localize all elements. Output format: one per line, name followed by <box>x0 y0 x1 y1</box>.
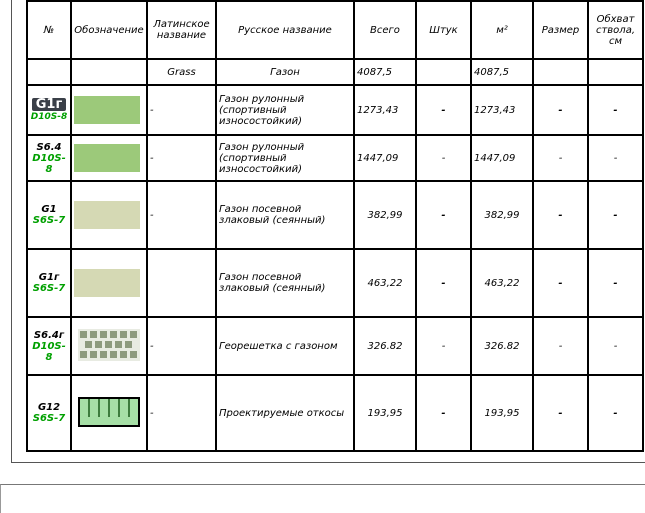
group-latin: Grass <box>146 58 217 86</box>
row-size: - <box>532 84 589 136</box>
group-row: Grass Газон 4087,5 4087,5 <box>26 58 644 86</box>
row-latin: - <box>146 316 217 376</box>
col-russian-header: Русское название <box>215 0 355 60</box>
row-girth: - <box>587 248 644 318</box>
row-girth: - <box>587 374 644 452</box>
row-size: - <box>532 248 589 318</box>
col-num-header: № <box>26 0 72 60</box>
row-code: G1 <box>41 204 57 215</box>
col-pcs-header: Штук <box>415 0 472 60</box>
row-girth: - <box>587 134 644 182</box>
slope-swatch <box>78 396 140 427</box>
code-tag-overlay: G1г <box>31 97 67 111</box>
col-designation-header: Обозначение <box>70 0 148 60</box>
row-russian: Проектируемые откосы <box>215 374 355 452</box>
row-size: - <box>532 316 589 376</box>
table-row: G1г D10S-8 - Газон рулонный (спортивный … <box>26 84 644 136</box>
row-code-cell: G1г S6S-7 <box>26 248 72 318</box>
row-m2: 193,95 <box>470 374 534 452</box>
row-pcs: - <box>415 180 472 250</box>
row-code: G12 <box>37 402 61 413</box>
row-latin: - <box>146 84 217 136</box>
row-russian: Георешетка с газоном <box>215 316 355 376</box>
group-total: 4087,5 <box>353 58 417 86</box>
table-row: G12 S6S-7 - Проектируемые откосы 193,95 … <box>26 374 644 452</box>
row-russian: Газон посевной злаковый (сеянный) <box>215 248 355 318</box>
row-m2: 382,99 <box>470 180 534 250</box>
geogrid-swatch <box>78 328 140 361</box>
row-pcs: - <box>415 316 472 376</box>
row-size: - <box>532 134 589 182</box>
bottom-panel <box>0 484 645 513</box>
lawn-beige-swatch <box>74 269 140 297</box>
row-subcode: D10S-8 <box>32 340 66 363</box>
row-code: S6.4г <box>33 329 65 341</box>
col-total-header: Всего <box>353 0 417 60</box>
row-pcs: - <box>415 134 472 182</box>
row-size: - <box>532 374 589 452</box>
table-row: G1г S6S-7 Газон посевной злаковый (сеянн… <box>26 248 644 318</box>
row-code-cell: G1г D10S-8 <box>26 84 72 136</box>
row-russian: Газон посевной злаковый (сеянный) <box>215 180 355 250</box>
row-total: 193,95 <box>353 374 417 452</box>
row-girth: - <box>587 180 644 250</box>
row-m2: 463,22 <box>470 248 534 318</box>
row-latin: - <box>146 134 217 182</box>
row-code-cell: S6.4г D10S-8 <box>26 316 72 376</box>
row-code: G1г <box>38 272 60 283</box>
row-subcode: D10S-8 <box>32 152 66 175</box>
col-size-header: Размер <box>532 0 589 60</box>
row-russian: Газон рулонный (спортивный износостойкий… <box>215 84 355 136</box>
row-subcode: S6S-7 <box>32 413 66 424</box>
row-code-cell: S6.4 D10S-8 <box>26 134 72 182</box>
table-row: S6.4 D10S-8 - Газон рулонный (спортивный… <box>26 134 644 182</box>
row-total: 326.82 <box>353 316 417 376</box>
row-subcode: D10S-8 <box>30 111 68 122</box>
row-total: 1273,43 <box>353 84 417 136</box>
row-total: 1447,09 <box>353 134 417 182</box>
row-subcode: S6S-7 <box>32 215 66 226</box>
row-total: 382,99 <box>353 180 417 250</box>
drawing-frame <box>11 0 645 463</box>
lawn-green-swatch <box>74 144 140 172</box>
lawn-beige-swatch <box>74 201 140 229</box>
row-latin: - <box>146 374 217 452</box>
table-row: G1 S6S-7 - Газон посевной злаковый (сеян… <box>26 180 644 250</box>
row-size: - <box>532 180 589 250</box>
row-subcode: S6S-7 <box>32 283 66 294</box>
col-latin-header: Латинское название <box>146 0 217 60</box>
row-latin <box>146 248 217 318</box>
row-code: S6.4 <box>36 141 62 153</box>
row-code-cell: G12 S6S-7 <box>26 374 72 452</box>
lawn-green-swatch <box>74 96 140 124</box>
row-m2: 1447,09 <box>470 134 534 182</box>
row-pcs: - <box>415 374 472 452</box>
table-row: S6.4г D10S-8 - Георешетка с газоном 326.… <box>26 316 644 376</box>
row-girth: - <box>587 84 644 136</box>
row-girth: - <box>587 316 644 376</box>
row-m2: 1273,43 <box>470 84 534 136</box>
row-total: 463,22 <box>353 248 417 318</box>
group-russian: Газон <box>215 58 355 86</box>
group-m2: 4087,5 <box>470 58 534 86</box>
row-code-cell: G1 S6S-7 <box>26 180 72 250</box>
plant-spec-table: № Обозначение Латинское название Русское… <box>26 0 644 452</box>
row-pcs: - <box>415 248 472 318</box>
row-russian: Газон рулонный (спортивный износостойкий… <box>215 134 355 182</box>
header-row: № Обозначение Латинское название Русское… <box>26 0 644 60</box>
row-pcs: - <box>415 84 472 136</box>
col-girth-header: Обхват ствола, см <box>587 0 644 60</box>
row-latin: - <box>146 180 217 250</box>
col-m2-header: м² <box>470 0 534 60</box>
row-m2: 326.82 <box>470 316 534 376</box>
